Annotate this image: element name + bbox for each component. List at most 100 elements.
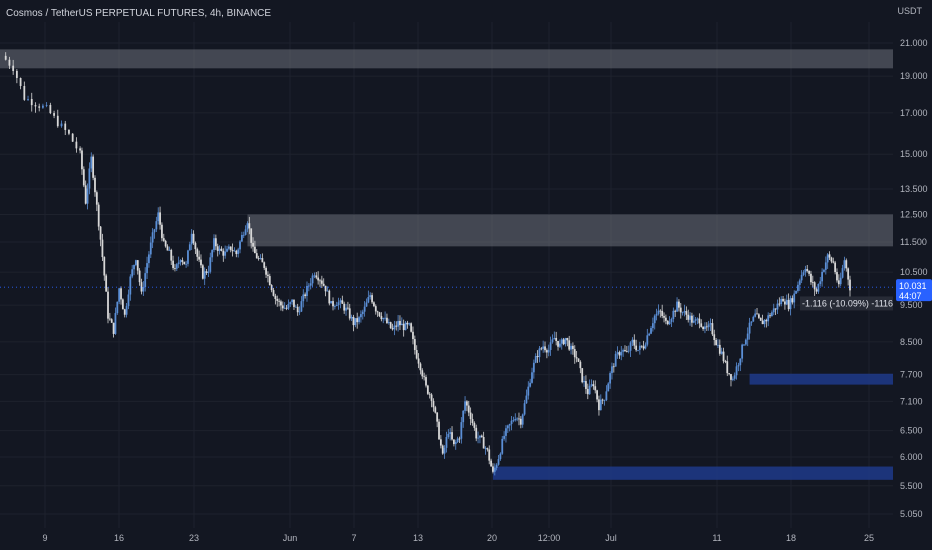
candle-body [322,283,325,286]
candle-body [42,105,44,108]
candle-body [129,276,132,295]
candle-body [774,308,777,310]
candle-body [624,350,626,352]
candle-body [516,418,519,420]
candle-body [460,422,463,439]
candle-body [101,239,104,258]
candle-body [497,459,500,465]
candle-body [34,105,37,107]
candle-body [324,285,327,292]
candle-body [808,271,810,274]
candle-body [542,346,545,349]
candle-body [627,350,630,352]
candle-body [464,401,466,411]
candle-body [493,467,496,472]
candle-body [510,420,513,425]
candle-body [772,308,775,313]
candle-body [255,253,258,259]
candle-body [664,317,667,321]
candle-body [436,412,439,422]
candle-body [679,307,682,313]
candle-body [268,276,271,286]
x-tick-label: 23 [189,533,199,543]
candle-body [365,302,368,307]
candle-body [146,263,148,274]
candle-body [27,99,29,100]
candle-body [144,273,147,287]
candle-body [839,277,842,285]
candle-body [402,323,405,331]
candle-body [220,248,223,251]
candle-body [713,334,716,341]
candle-body [492,466,494,472]
candle-body [326,290,329,292]
candle-body [399,320,401,326]
candle-body [836,272,838,281]
candle-body [704,326,706,330]
candle-body [391,328,394,330]
candle-body [233,250,236,252]
candle-body [313,275,316,277]
candle-body [490,460,492,467]
candle-body [142,286,145,292]
candle-body [151,232,154,243]
candle-body [222,250,225,256]
candle-body [421,370,424,377]
candle-body [425,377,427,386]
candle-body [410,323,413,332]
candle-body [529,382,532,387]
candle-body [756,313,758,315]
candle-body [298,311,301,313]
candle-body [190,233,193,245]
candle-body [555,337,558,341]
candle-body [198,256,201,260]
candle-body [746,333,749,340]
candle-body [185,263,188,265]
x-tick-label: 18 [786,533,796,543]
candle-body [666,320,669,325]
candle-body [79,148,82,151]
demand-zone [749,373,893,385]
candle-body [739,358,742,366]
candle-body [804,269,807,273]
y-tick-label: 21.000 [900,38,928,48]
candle-body [188,244,191,251]
candle-body [694,319,697,321]
price-tag [896,279,932,302]
candle-body [765,319,768,322]
candle-body [252,242,254,247]
candle-body [259,258,262,259]
candle-body [638,345,641,350]
candle-body [605,391,608,401]
candle-body [330,301,333,304]
candle-body [564,337,567,345]
candle-body [148,254,150,264]
candle-body [248,223,251,229]
candle-body [302,294,305,302]
candle-body [650,328,652,334]
candle-body [471,418,474,424]
candle-body [681,312,684,314]
candle-body [231,249,234,252]
candle-body [164,240,167,247]
candle-body [136,260,139,271]
candle-body [618,352,621,356]
candle-body [201,265,204,279]
x-tick-label: 9 [42,533,47,543]
candle-body [676,301,678,312]
candle-body [821,271,824,282]
y-tick-label: 7.100 [900,396,923,406]
candle-body [389,322,392,329]
candle-body [443,447,446,454]
candle-body [505,428,507,436]
candle-body [97,204,100,227]
candle-body [153,229,156,233]
candle-body [785,299,788,305]
candle-body [254,246,256,254]
candle-body [521,414,524,425]
candle-body [19,77,22,86]
candle-body [683,311,686,313]
x-tick-label: 7 [351,533,356,543]
candle-body [689,315,691,320]
